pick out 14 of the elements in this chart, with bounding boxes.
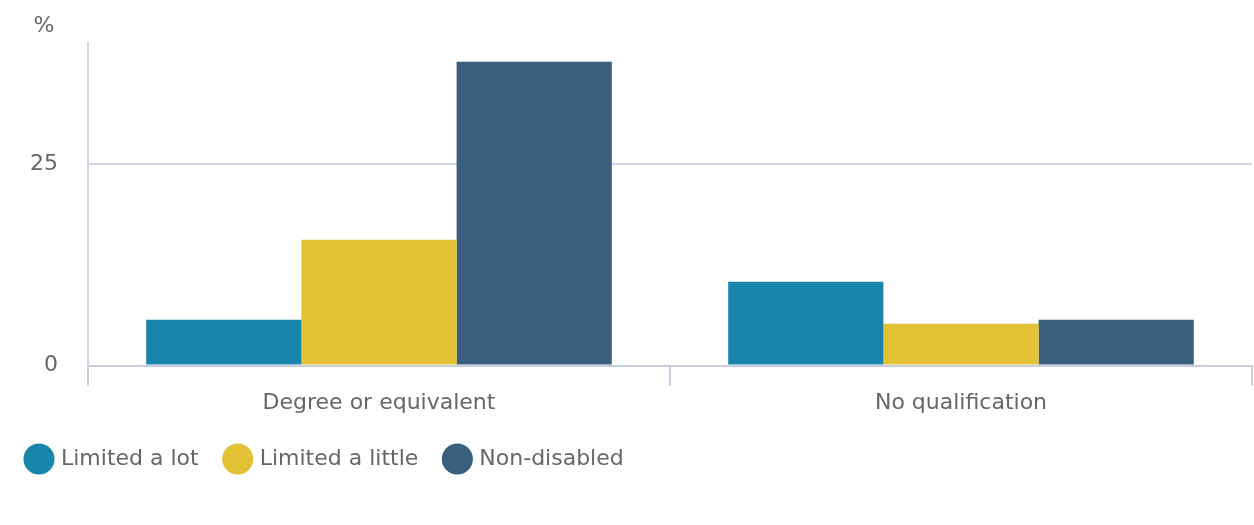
legend-label: Limited a lot [61, 444, 200, 470]
bar [146, 319, 302, 365]
legend-label: Non-disabled [479, 444, 624, 470]
y-tick-label: 25 [29, 149, 58, 175]
y-axis-title: % [33, 11, 55, 37]
bar [301, 239, 457, 365]
legend-label: Limited a little [259, 444, 419, 470]
bar [456, 61, 612, 365]
y-tick-label: 0 [43, 351, 58, 377]
bar [1038, 319, 1194, 365]
bar [883, 323, 1039, 365]
x-tick-label: No qualification [874, 388, 1048, 414]
bar [728, 281, 884, 365]
x-tick-label: Degree or equivalent [262, 388, 496, 414]
